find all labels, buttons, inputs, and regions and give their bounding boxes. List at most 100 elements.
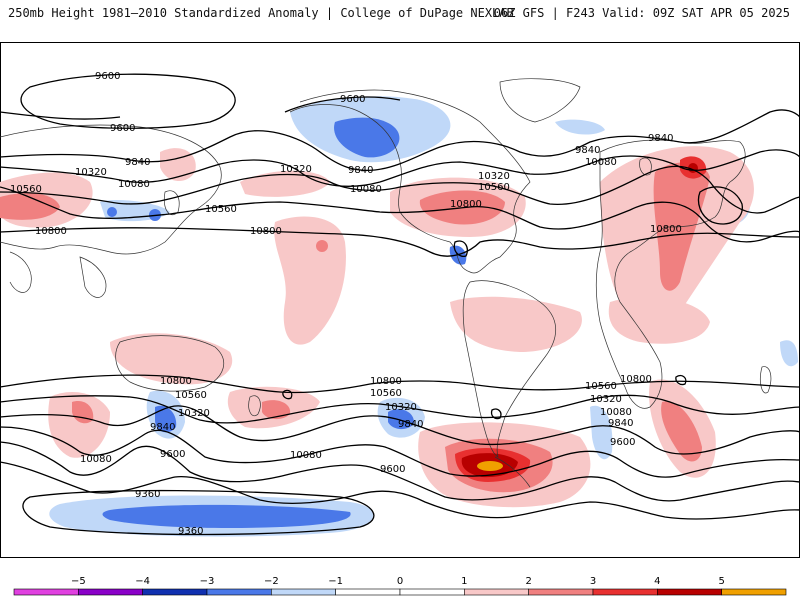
- contour-label: 9840: [125, 157, 150, 168]
- coast-north-america: [289, 89, 531, 274]
- contour-label: 10800: [620, 374, 652, 385]
- contour-label: 9840: [575, 145, 600, 156]
- contour-label: 10080: [80, 454, 112, 465]
- contour-label: 9840: [150, 422, 175, 433]
- colorbar-segment: [464, 588, 529, 596]
- anomaly-pos-southpac-1-core: [72, 401, 94, 424]
- contour-label: 10800: [250, 226, 282, 237]
- colorbar-segment: [271, 588, 336, 596]
- colorbar-segment: [721, 588, 787, 596]
- contour-9840-north: [0, 109, 800, 172]
- contour-label: 9840: [348, 165, 373, 176]
- colorbar-segment: [335, 588, 401, 596]
- contour-south-9600: [0, 461, 800, 520]
- contour-label: 10560: [175, 390, 207, 401]
- colorbar-tick-label: −4: [135, 576, 150, 587]
- coast-india: [9, 251, 32, 293]
- coast-uk: [639, 157, 652, 176]
- contour-10560-north: [0, 186, 800, 243]
- contour-label: 9600: [380, 464, 405, 475]
- contour-label: 10800: [370, 376, 402, 387]
- coast-japan: [164, 190, 180, 216]
- anomaly-pos-australia: [110, 333, 233, 385]
- contour-label: 9840: [398, 419, 423, 430]
- anomaly-pos-indian-s-core: [661, 401, 702, 462]
- anomaly-neg-southatl-core: [388, 409, 415, 430]
- colorbar-tick-label: 5: [718, 576, 724, 587]
- contour-label: 10080: [118, 179, 150, 190]
- coast-madagascar: [760, 366, 772, 394]
- contour-label: 9600: [95, 71, 120, 82]
- contour-centralam-loop: [453, 240, 469, 258]
- colorbar-tick-label: −5: [71, 576, 86, 587]
- contour-9600-pacific: [20, 73, 236, 129]
- anomaly-neg-atlantic: [555, 119, 605, 135]
- contour-label: 9360: [178, 526, 203, 537]
- colorbar-segments: [13, 588, 787, 596]
- anomaly-map: 9600 9600 9600 9840 9840 9840 9840 10080…: [0, 42, 800, 558]
- anomaly-neg-alaska-core: [334, 117, 400, 158]
- contour-label: 10320: [280, 164, 312, 175]
- contour-south-10320: [0, 405, 800, 455]
- contour-label: 9840: [648, 133, 673, 144]
- colorbar-segment: [78, 588, 143, 596]
- color-legend: −5 −4 −3 −2 −1 0 1 2 3 4 5: [13, 576, 787, 596]
- model-valid-time: 06Z GFS | F243 Valid: 09Z SAT APR 05 202…: [493, 6, 790, 20]
- anomaly-pos-nz-core: [262, 400, 291, 420]
- colorbar-segment: [399, 588, 465, 596]
- anomaly-neg-antarctic-core: [102, 504, 351, 528]
- contour-label: 10320: [385, 402, 417, 413]
- anomaly-neg-indian: [590, 405, 613, 460]
- anomaly-pos-asia-west-core: [0, 193, 60, 220]
- contour-small-loop-2: [675, 374, 687, 386]
- anomaly-pos-indian: [608, 297, 710, 344]
- negative-anomaly-fills: [49, 96, 798, 537]
- anomaly-pos-southam-s-max: [477, 461, 503, 471]
- colorbar-segment: [142, 588, 208, 596]
- anomaly-pos-pacific-trop: [274, 216, 346, 345]
- contour-label: 10080: [350, 184, 382, 195]
- contour-label: 10800: [450, 199, 482, 210]
- colorbar-tick-label: 4: [654, 576, 660, 587]
- contour-label: 10080: [585, 157, 617, 168]
- contour-10080-north: [0, 149, 800, 187]
- contour-label: 10800: [650, 224, 682, 235]
- coast-nz: [248, 395, 261, 417]
- contour-label: 10080: [290, 450, 322, 461]
- colorbar-segment: [206, 588, 272, 596]
- contour-label: 10560: [370, 388, 402, 399]
- contour-label: 9600: [110, 123, 135, 134]
- colorbar-tick-label: 3: [590, 576, 596, 587]
- contour-label: 10080: [600, 407, 632, 418]
- colorbar-segment: [13, 588, 79, 596]
- contour-9600-arctic: [284, 96, 401, 113]
- anomaly-neg-japan-core2: [107, 207, 117, 217]
- coast-se-asia: [79, 256, 107, 298]
- colorbar-segment: [592, 588, 658, 596]
- colorbar-tick-label: 0: [397, 576, 403, 587]
- coast-greenland: [499, 78, 581, 123]
- contour-label: 10320: [590, 394, 622, 405]
- contour-10320-north: [0, 165, 800, 214]
- contour-label: 9600: [160, 449, 185, 460]
- contour-europe-cut: [697, 186, 743, 225]
- anomaly-pos-pacific-trop-core: [316, 240, 328, 252]
- contour-label: 10320: [178, 408, 210, 419]
- contour-south-9360: [22, 489, 375, 536]
- height-contours: [0, 73, 800, 536]
- anomaly-neg-southpac-west-core: [155, 405, 177, 433]
- colorbar-ticks: −5 −4 −3 −2 −1 0 1 2 3 4 5: [71, 576, 725, 587]
- contour-label: 10560: [205, 204, 237, 215]
- contour-small-loop-3: [490, 408, 502, 420]
- contour-label: 10560: [10, 184, 42, 195]
- contour-label: 10320: [75, 167, 107, 178]
- map-title: 250mb Height 1981–2010 Standardized Anom…: [8, 6, 514, 20]
- colorbar-segment: [528, 588, 594, 596]
- contour-label: 9600: [610, 437, 635, 448]
- contour-9600-north: [0, 111, 121, 120]
- contour-label: 9840: [608, 418, 633, 429]
- contour-label: 10560: [478, 182, 510, 193]
- contour-label: 10560: [585, 381, 617, 392]
- coast-antarctica-peninsula: [494, 456, 531, 488]
- contour-south-10080: [0, 426, 800, 478]
